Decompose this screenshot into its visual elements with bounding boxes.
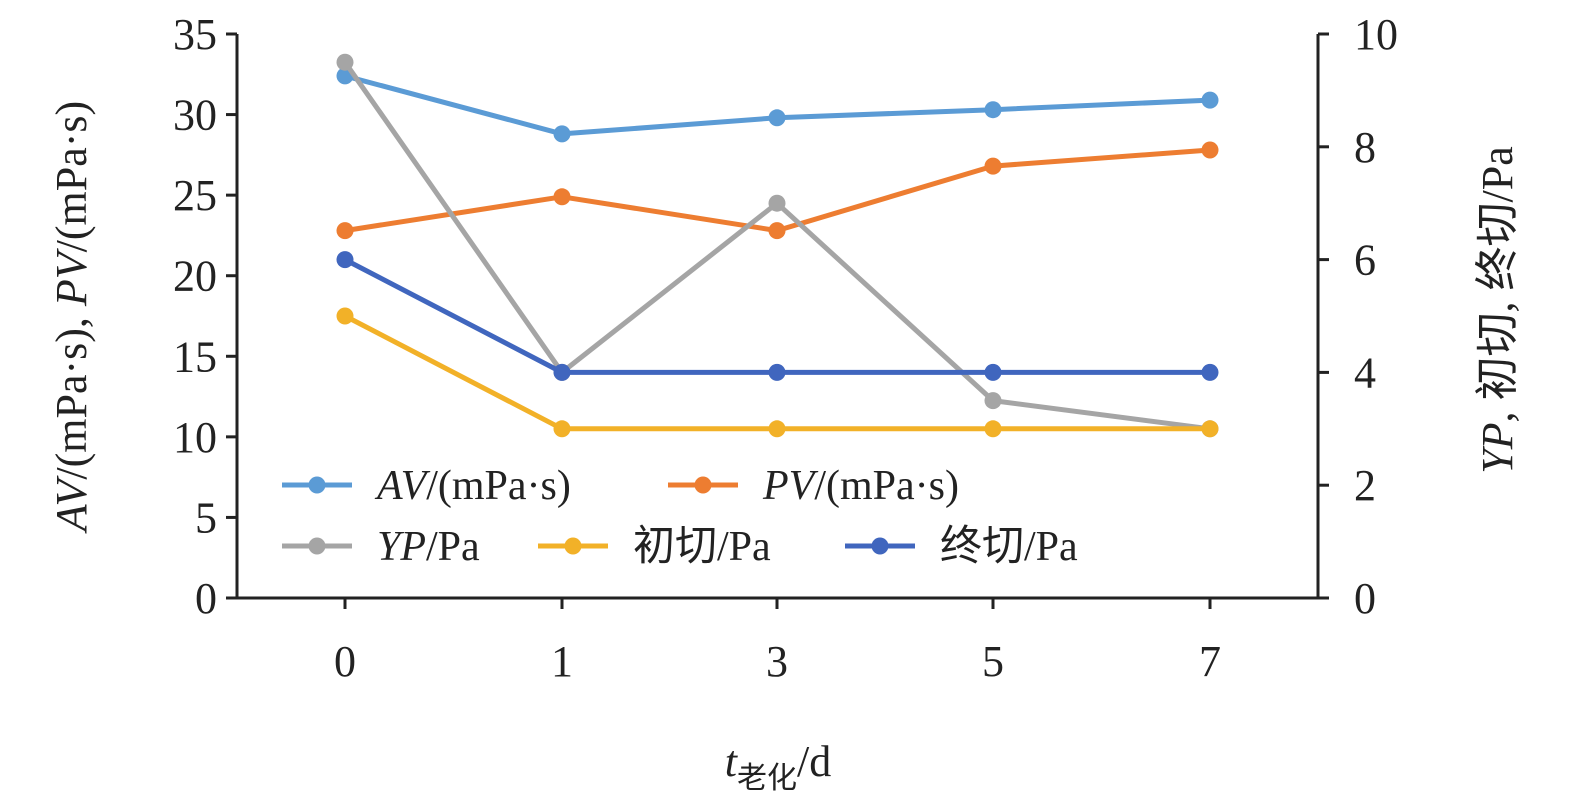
- data-point-yp: [984, 392, 1002, 410]
- legend-item-final-gel: 终切/Pa: [845, 524, 1078, 570]
- legend-label: 初切/Pa: [633, 524, 771, 570]
- legend: AV/(mPa·s) PV/(mPa·s) YP/Pa 初切/Pa 终切/Pa: [282, 463, 1078, 570]
- x-tick-label: 5: [982, 637, 1004, 686]
- left-axis-title: AV/(mPa·s), PV/(mPa·s): [47, 101, 96, 534]
- series-pv: [336, 141, 1219, 240]
- right-tick-label: 0: [1354, 574, 1376, 623]
- legend-item-initial-gel: 初切/Pa: [538, 524, 771, 570]
- legend-item-yp: YP/Pa: [282, 524, 480, 570]
- right-axis-title: YP, 初切, 终切/Pa: [1473, 146, 1522, 474]
- left-tick-label: 25: [173, 171, 217, 220]
- right-tick-label: 4: [1354, 348, 1376, 397]
- data-point-yp: [768, 194, 786, 212]
- left-tick-label: 0: [195, 574, 217, 623]
- right-tick-label: 8: [1354, 123, 1376, 172]
- right-tick-label: 6: [1354, 236, 1376, 285]
- series-initial-gel: [336, 307, 1219, 438]
- data-point-pv: [768, 222, 786, 240]
- data-point-final-gel: [336, 251, 354, 269]
- legend-item-pv: PV/(mPa·s): [668, 463, 959, 509]
- series-line-final-gel: [343, 257, 1210, 375]
- left-tick-label: 10: [173, 413, 217, 462]
- legend-label: YP/Pa: [377, 524, 480, 570]
- right-tick-label: 10: [1354, 10, 1398, 59]
- data-point-initial-gel: [336, 307, 354, 325]
- series-final-gel: [336, 251, 1219, 381]
- data-point-final-gel: [553, 363, 571, 381]
- data-point-initial-gel: [553, 420, 571, 438]
- x-tick-label: 7: [1199, 637, 1221, 686]
- left-tick-label: 35: [173, 10, 217, 59]
- data-point-final-gel: [1201, 363, 1219, 381]
- legend-item-av: AV/(mPa·s): [282, 463, 571, 509]
- x-tick-label: 3: [766, 637, 788, 686]
- data-point-initial-gel: [768, 420, 786, 438]
- data-point-initial-gel: [984, 420, 1002, 438]
- axis-titles: AV/(mPa·s), PV/(mPa·s) YP, 初切, 终切/Pa t老化/d: [47, 101, 1522, 795]
- legend-swatch-marker: [308, 537, 326, 555]
- data-point-final-gel: [768, 363, 786, 381]
- x-tick-label: 1: [551, 637, 573, 686]
- legend-swatch-marker: [694, 476, 712, 494]
- data-point-av: [1201, 91, 1219, 109]
- legend-swatch-marker: [564, 537, 582, 555]
- data-point-pv: [336, 222, 354, 240]
- series-layer: [336, 53, 1219, 438]
- left-tick-label: 15: [173, 332, 217, 381]
- data-point-av: [553, 125, 571, 143]
- left-tick-label: 30: [173, 91, 217, 140]
- data-point-pv: [1201, 141, 1219, 159]
- data-point-av: [768, 109, 786, 127]
- x-axis-title: t老化/d: [725, 737, 831, 795]
- data-point-pv: [984, 157, 1002, 175]
- data-point-pv: [553, 188, 571, 206]
- series-av: [336, 67, 1219, 143]
- left-tick-label: 5: [195, 493, 217, 542]
- data-point-initial-gel: [1201, 420, 1219, 438]
- legend-swatch-marker: [871, 537, 889, 555]
- left-tick-label: 20: [173, 252, 217, 301]
- legend-label: AV/(mPa·s): [374, 463, 571, 509]
- legend-label: 终切/Pa: [940, 524, 1078, 570]
- series-line-pv: [344, 147, 1211, 234]
- x-tick-label: 0: [334, 637, 356, 686]
- right-tick-label: 2: [1354, 461, 1376, 510]
- legend-swatch-marker: [308, 476, 326, 494]
- legend-label: PV/(mPa·s): [762, 463, 959, 509]
- data-point-final-gel: [984, 363, 1002, 381]
- data-point-av: [984, 101, 1002, 119]
- data-point-yp: [336, 53, 354, 71]
